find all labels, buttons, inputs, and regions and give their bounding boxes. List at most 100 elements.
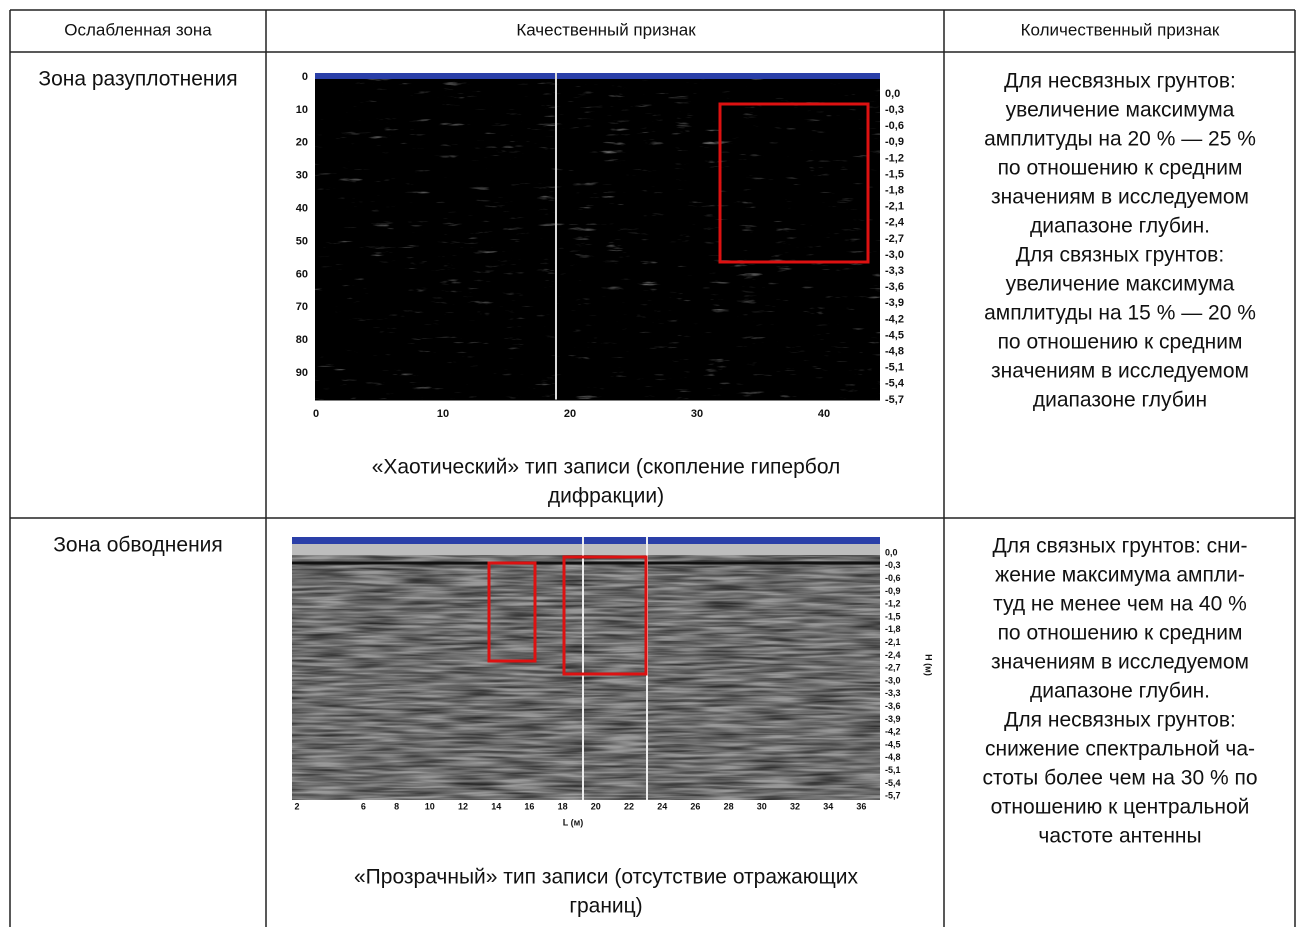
tick-label: 50 — [296, 235, 308, 247]
radargram — [315, 73, 880, 401]
tick-label: 22 — [624, 801, 634, 811]
tick-label: -1,2 — [885, 599, 901, 609]
tick-label: -3,9 — [885, 297, 904, 309]
tick-label: -5,4 — [885, 378, 905, 390]
tick-label: 32 — [790, 801, 800, 811]
axis-label: L (м) — [563, 817, 584, 827]
criterion-line: туд не менее чем на 40 % — [993, 593, 1247, 616]
criterion-line: амплитуды на 15 % — 20 % — [984, 302, 1256, 325]
tick-label: -3,0 — [885, 249, 904, 261]
tick-label: -2,1 — [885, 201, 904, 213]
tick-label: 10 — [296, 104, 308, 116]
tick-label: 12 — [458, 801, 468, 811]
tick-label: -2,7 — [885, 233, 904, 245]
tick-label: 30 — [757, 801, 767, 811]
criterion-line: Для несвязных грунтов: — [1004, 70, 1236, 93]
axis-label: H (м) — [924, 654, 934, 676]
tick-label: -3,9 — [885, 714, 901, 724]
tick-label: -0,6 — [885, 120, 904, 132]
tick-label: 36 — [856, 801, 866, 811]
tick-label: 30 — [296, 170, 308, 182]
tick-label: -4,2 — [885, 727, 901, 737]
tick-label: -2,1 — [885, 637, 901, 647]
tick-label: 20 — [296, 137, 308, 149]
tick-label: 0,0 — [885, 547, 898, 557]
tick-label: 28 — [724, 801, 734, 811]
tick-label: -5,7 — [885, 394, 904, 406]
tick-label: -1,8 — [885, 185, 904, 197]
criterion-line: частоте антенны — [1038, 825, 1201, 848]
tick-label: -4,8 — [885, 752, 901, 762]
tick-label: -3,6 — [885, 701, 901, 711]
criterion-line: Для связных грунтов: — [1016, 244, 1224, 267]
tick-label: -3,3 — [885, 265, 904, 277]
criterion-line: снижение спектральной ча- — [985, 738, 1255, 761]
tick-label: 2 — [294, 801, 299, 811]
tick-label: 34 — [823, 801, 833, 811]
zone-label: Зона разуплотнения — [38, 68, 237, 91]
criterion-line: стоты более чем на 30 % по — [982, 767, 1257, 790]
criterion-line: диапазоне глубин. — [1030, 215, 1210, 238]
tick-label: 0 — [313, 408, 319, 420]
tick-label: -3,6 — [885, 281, 904, 293]
tick-label: -0,9 — [885, 586, 901, 596]
tick-label: -5,4 — [885, 778, 901, 788]
tick-label: -1,2 — [885, 152, 904, 164]
tick-label: -0,9 — [885, 136, 904, 148]
criterion-line: отношению к центральной — [991, 796, 1250, 819]
caption: «Прозрачный» тип записи (отсутствие отра… — [354, 866, 859, 889]
tick-label: 16 — [524, 801, 534, 811]
criterion-line: по отношению к средним — [998, 331, 1243, 354]
header-cell: Ослабленная зона — [64, 20, 212, 39]
tick-label: 90 — [296, 367, 308, 379]
tick-label: 70 — [296, 301, 308, 313]
criterion-line: диапазоне глубин. — [1030, 680, 1210, 703]
criterion-line: по отношению к средним — [998, 622, 1243, 645]
tick-label: -5,1 — [885, 362, 904, 374]
criterion-line: значениям в исследуемом — [991, 651, 1249, 674]
zone-label: Зона обводнения — [53, 534, 223, 557]
tick-label: -1,8 — [885, 624, 901, 634]
tick-label: -4,5 — [885, 739, 901, 749]
tick-label: 40 — [818, 408, 830, 420]
criterion-line: увеличение максимума — [1006, 99, 1235, 122]
tick-label: 24 — [657, 801, 667, 811]
tick-label: 20 — [564, 408, 576, 420]
tick-label: 14 — [491, 801, 501, 811]
tick-label: 18 — [558, 801, 568, 811]
tick-label: -3,0 — [885, 675, 901, 685]
tick-label: 0,0 — [885, 88, 900, 100]
criterion-line: Для несвязных грунтов: — [1004, 709, 1236, 732]
criterion-line: по отношению к средним — [998, 157, 1243, 180]
tick-label: 8 — [394, 801, 399, 811]
criterion-line: Для связных грунтов: сни- — [992, 535, 1247, 558]
header-cell: Качественный признак — [516, 20, 696, 39]
tick-label: 60 — [296, 268, 308, 280]
tick-label: -2,4 — [885, 217, 905, 229]
tick-label: -0,3 — [885, 560, 901, 570]
tick-label: 0 — [302, 71, 308, 83]
caption: «Хаотический» тип записи (скопление гипе… — [372, 456, 841, 479]
tick-label: -2,7 — [885, 663, 901, 673]
tick-label: -3,3 — [885, 688, 901, 698]
tick-label: -4,5 — [885, 329, 904, 341]
criterion-line: увеличение максимума — [1006, 273, 1235, 296]
caption: границ) — [569, 895, 642, 918]
criterion-line: значениям в исследуемом — [991, 186, 1249, 209]
tick-label: 30 — [691, 408, 703, 420]
tick-label: 20 — [591, 801, 601, 811]
table-grid — [9, 9, 1296, 927]
tick-label: -4,2 — [885, 313, 904, 325]
tick-label: -1,5 — [885, 611, 901, 621]
tick-label: 26 — [690, 801, 700, 811]
tick-label: -4,8 — [885, 346, 904, 358]
header-cell: Количественный признак — [1021, 20, 1220, 39]
criterion-line: значениям в исследуемом — [991, 360, 1249, 383]
dynamic-content: 0 10 20 30 40 50 60 70 80 90 0 10 20 30 40 0,0 -0,3 -0,6 -… — [294, 70, 1257, 918]
tick-label: -5,7 — [885, 791, 901, 801]
criterion-line: жение максимума ампли- — [995, 564, 1245, 587]
tick-label: -5,1 — [885, 765, 901, 775]
criterion-line: амплитуды на 20 % — 25 % — [984, 128, 1256, 151]
tick-label: -0,6 — [885, 573, 901, 583]
